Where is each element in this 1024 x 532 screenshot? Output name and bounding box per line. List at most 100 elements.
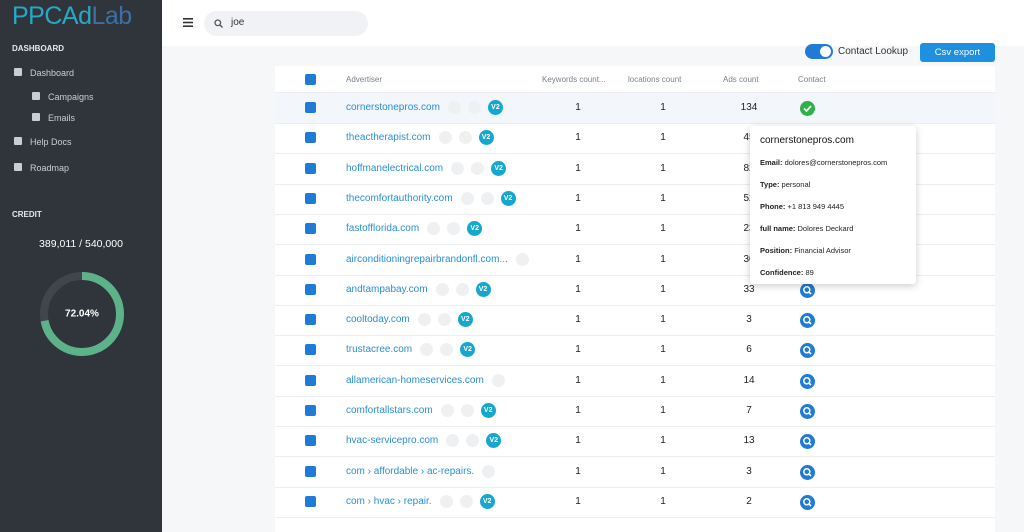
contact-search[interactable] <box>800 343 815 359</box>
copy-icon[interactable] <box>439 494 453 508</box>
code-icon[interactable] <box>455 282 469 296</box>
v2-badge[interactable]: V2 <box>479 493 495 509</box>
column-header[interactable]: Advertiser <box>346 75 383 84</box>
advertiser-link[interactable]: cornerstonepros.com <box>346 102 440 113</box>
contact-search[interactable] <box>800 282 815 298</box>
v2-badge[interactable]: V2 <box>478 130 494 146</box>
code-icon[interactable] <box>459 494 473 508</box>
v2-badge[interactable]: V2 <box>457 312 473 328</box>
export-button[interactable]: Csv export <box>920 43 995 62</box>
code-icon[interactable] <box>440 343 454 357</box>
copy-icon[interactable] <box>420 343 434 357</box>
copy-icon[interactable] <box>427 222 441 236</box>
advertiser-link[interactable]: andtampabay.com <box>346 283 428 295</box>
v2-badge[interactable]: V2 <box>467 221 483 237</box>
cell-ads: 3 <box>746 314 752 326</box>
v2-badge[interactable]: V2 <box>500 190 516 206</box>
v2-badge[interactable]: V2 <box>487 100 503 115</box>
code-icon[interactable] <box>458 131 472 145</box>
logo[interactable]: PPCAdLab <box>12 2 132 31</box>
column-header[interactable]: Keywords count... <box>542 75 606 84</box>
copy-icon[interactable] <box>446 434 460 448</box>
code-icon[interactable] <box>480 191 494 205</box>
row-divider <box>275 516 995 518</box>
nav-item[interactable]: Help Docs <box>14 137 72 147</box>
row-checkbox[interactable] <box>305 374 316 386</box>
advertiser-link[interactable]: hvac-servicepro.com <box>346 435 439 447</box>
copy-icon[interactable] <box>515 252 529 266</box>
field-value: dolores@cornerstonepros.com <box>784 158 888 167</box>
copy-icon[interactable] <box>491 373 505 387</box>
cell-keywords: 1 <box>575 374 581 386</box>
nav-item[interactable]: Campaigns <box>32 92 94 102</box>
copy-icon[interactable] <box>451 161 465 175</box>
code-icon[interactable] <box>466 434 480 448</box>
advertiser-link[interactable]: comfortallstars.com <box>346 405 433 416</box>
advertiser-link[interactable]: com › affordable › ac-repairs. <box>346 465 475 477</box>
nav-label: Roadmap <box>30 163 70 173</box>
advertiser-link[interactable]: fastofflorida.com <box>346 223 420 235</box>
row-checkbox[interactable] <box>305 405 316 416</box>
contact-search[interactable] <box>800 464 815 480</box>
row-checkbox[interactable] <box>305 132 316 144</box>
contact-search[interactable] <box>800 434 815 450</box>
cell-locations: 1 <box>660 223 666 235</box>
row-checkbox[interactable] <box>305 283 316 295</box>
advertiser-link[interactable]: trustacree.com <box>346 344 413 356</box>
column-header[interactable]: locations count <box>628 75 682 84</box>
copy-icon[interactable] <box>447 101 461 114</box>
row-checkbox[interactable] <box>305 344 316 356</box>
search-box[interactable]: joe <box>204 11 368 36</box>
v2-badge[interactable]: V2 <box>475 281 491 297</box>
copy-icon[interactable] <box>438 131 452 145</box>
cell-ads: 2 <box>746 495 752 507</box>
menu-icon[interactable] <box>183 18 193 27</box>
nav-item[interactable]: Dashboard <box>14 68 74 78</box>
advertiser-link[interactable]: cooltoday.com <box>346 314 410 326</box>
row-checkbox[interactable] <box>305 435 316 447</box>
column-header[interactable]: Ads count <box>723 75 759 84</box>
copy-icon[interactable] <box>440 404 454 417</box>
nav-item[interactable]: Emails <box>32 113 75 123</box>
copy-icon[interactable] <box>482 464 496 478</box>
row-checkbox[interactable] <box>305 314 316 326</box>
v2-badge[interactable]: V2 <box>491 160 507 176</box>
select-all[interactable] <box>305 74 316 85</box>
logo-accent: Lab <box>91 2 132 30</box>
row-checkbox[interactable] <box>305 253 316 265</box>
code-icon[interactable] <box>447 222 461 236</box>
field-value: +1 813 949 4445 <box>787 202 845 211</box>
v2-badge[interactable]: V2 <box>480 403 496 418</box>
advertiser-link[interactable]: airconditioningrepairbrandonfl.com... <box>346 253 508 265</box>
row-checkbox[interactable] <box>305 223 316 235</box>
advertiser-link[interactable]: theactherapist.com <box>346 132 431 144</box>
row-checkbox[interactable] <box>305 192 316 204</box>
row-checkbox[interactable] <box>305 162 316 174</box>
copy-icon[interactable] <box>417 313 431 327</box>
advertiser-link[interactable]: com › hvac › repair. <box>346 495 432 507</box>
v2-badge[interactable]: V2 <box>486 433 502 449</box>
row-checkbox[interactable] <box>305 102 316 113</box>
popup-field: Email: dolores@cornerstonepros.com <box>760 152 906 174</box>
code-icon[interactable] <box>467 101 481 114</box>
nav-item[interactable]: Roadmap <box>14 163 69 173</box>
contact-search[interactable] <box>800 494 815 510</box>
code-icon[interactable] <box>437 313 451 327</box>
code-icon[interactable] <box>471 161 485 175</box>
contact-search[interactable] <box>800 404 815 419</box>
cell-keywords: 1 <box>575 162 581 174</box>
copy-icon[interactable] <box>435 282 449 296</box>
v2-badge[interactable]: V2 <box>460 342 476 358</box>
advertiser-link[interactable]: allamerican-homeservices.com <box>346 374 484 386</box>
advertiser-link[interactable]: hoffmanelectrical.com <box>346 162 444 174</box>
code-icon[interactable] <box>460 404 474 417</box>
row-checkbox[interactable] <box>305 495 316 507</box>
advertiser-link[interactable]: thecomfortauthority.com <box>346 192 453 204</box>
contact-search[interactable] <box>800 373 815 389</box>
nav-label: Campaigns <box>48 92 94 102</box>
contact-found[interactable] <box>800 101 815 116</box>
toggle[interactable] <box>805 44 833 59</box>
row-checkbox[interactable] <box>305 465 316 477</box>
copy-icon[interactable] <box>460 191 474 205</box>
contact-search[interactable] <box>800 313 815 329</box>
